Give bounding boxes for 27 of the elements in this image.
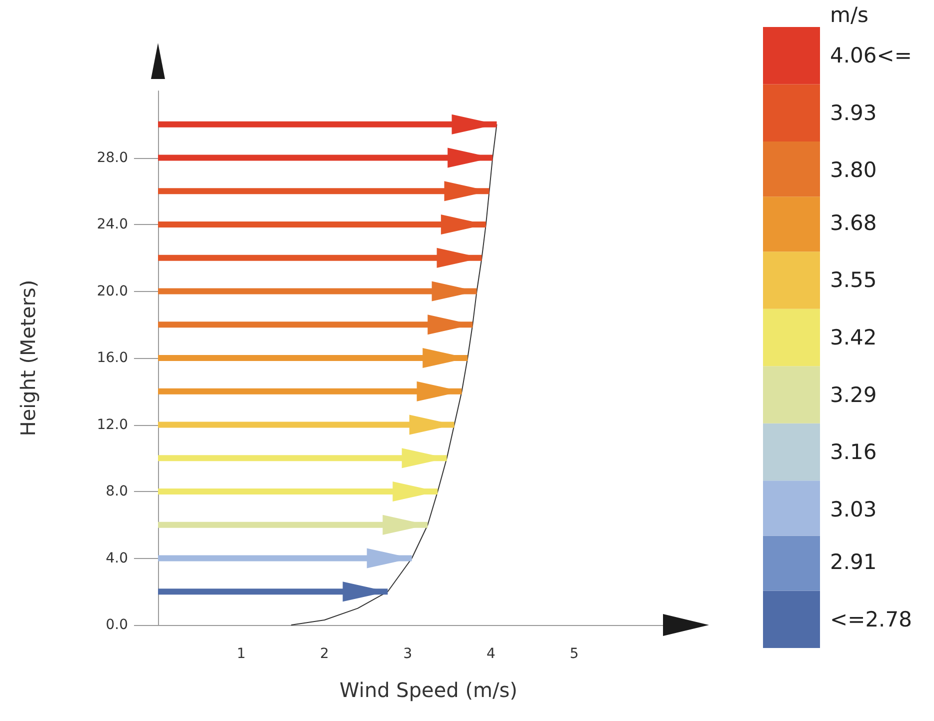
color-bar-label: 2.91 (830, 550, 877, 574)
y-tick-label: 16.0 (96, 350, 128, 366)
color-bar-label: 3.29 (830, 382, 877, 407)
x-tick-label: 2 (320, 646, 329, 662)
y-tick-label: 24.0 (96, 216, 128, 232)
x-tick-label: 5 (570, 646, 579, 662)
color-bar-label: 3.16 (830, 440, 877, 464)
color-bar-label: 3.03 (830, 497, 877, 522)
y-tick-label: 0.0 (106, 617, 128, 633)
x-tick-label: 1 (236, 646, 246, 662)
y-tick-label: 20.0 (96, 283, 128, 300)
color-bar-label: 3.55 (830, 268, 877, 292)
y-tick-label: 8.0 (106, 484, 128, 500)
color-bar-label: 3.80 (830, 158, 877, 182)
color-bar-label: 3.42 (830, 326, 877, 350)
y-tick-label: 28.0 (96, 150, 128, 166)
color-bar-label: 3.93 (830, 100, 877, 125)
y-tick-label: 4.0 (106, 550, 128, 566)
color-bar-title: m/s (830, 3, 868, 27)
x-tick-label: 4 (486, 646, 496, 662)
y-axis-title: Height (Meters) (16, 280, 40, 436)
color-bar-label: 3.68 (830, 210, 877, 235)
color-bar-label: <=2.78 (830, 607, 912, 632)
x-axis-title: Wind Speed (m/s) (340, 678, 518, 702)
y-tick-label: 12.0 (96, 416, 128, 433)
color-bar-label: 4.06<= (830, 44, 912, 68)
x-tick-label: 3 (403, 646, 412, 662)
